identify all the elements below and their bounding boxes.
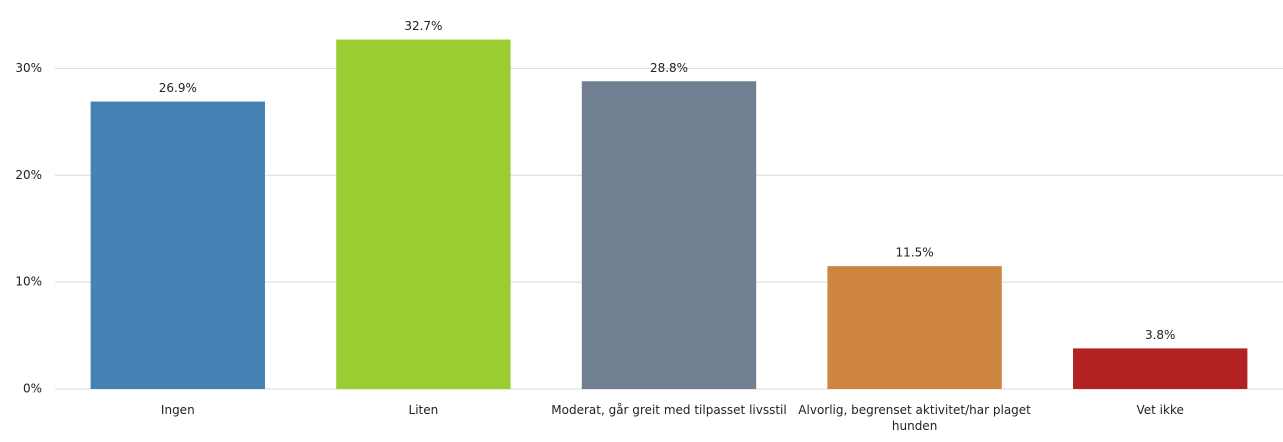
bar xyxy=(581,81,757,389)
value-label: 3.8% xyxy=(1145,328,1176,342)
value-label: 26.9% xyxy=(159,81,197,95)
x-tick-label: Ingen xyxy=(160,403,195,417)
x-tick-label: Moderat, går greit med tilpasset livssti… xyxy=(551,403,787,417)
bar xyxy=(827,266,1002,389)
value-label: 32.7% xyxy=(404,19,442,33)
x-tick-label: Liten xyxy=(408,403,439,417)
y-tick-label: 20% xyxy=(15,168,42,182)
x-tick-label: Alvorlig, begrenset aktivitet/har plaget… xyxy=(798,403,1031,433)
bar xyxy=(90,101,265,389)
bar xyxy=(1073,348,1248,389)
y-tick-label: 30% xyxy=(15,61,42,75)
y-tick-label: 0% xyxy=(23,382,42,396)
y-tick-label: 10% xyxy=(15,275,42,289)
x-tick-label: Vet ikke xyxy=(1136,403,1184,417)
bar xyxy=(336,39,511,389)
value-label: 11.5% xyxy=(896,246,934,260)
value-label: 28.8% xyxy=(650,61,688,75)
